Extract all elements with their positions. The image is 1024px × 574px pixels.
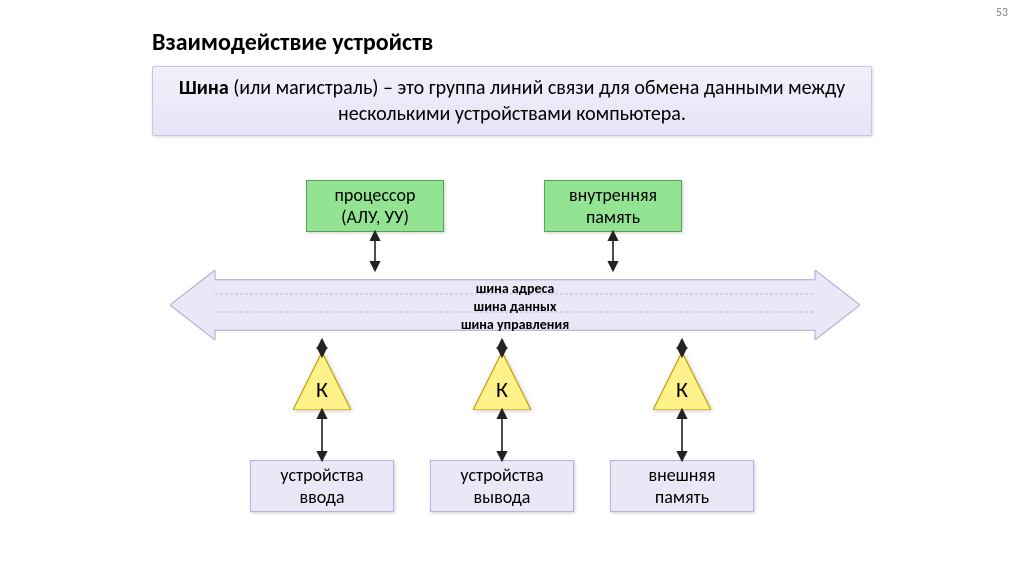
- page-title: Взаимодействие устройств: [152, 28, 433, 57]
- definition-term: Шина: [179, 76, 229, 100]
- node-external-memory: внешняяпамять: [610, 460, 754, 512]
- page-number: 53: [996, 6, 1008, 20]
- definition-rest: (или магистраль) – это группа линий связ…: [229, 76, 845, 126]
- controller-label: К: [473, 376, 531, 403]
- node-input-devices: устройстваввода: [250, 460, 394, 512]
- definition-box: Шина (или магистраль) – это группа линий…: [152, 66, 872, 136]
- bus-label-address: шина адреса: [215, 280, 815, 297]
- node-internal-memory: внутренняяпамять: [544, 180, 682, 232]
- bus-label-data: шина данных: [215, 298, 815, 315]
- controller-triangle-2: К: [653, 352, 711, 410]
- bus-label-control: шина управления: [215, 316, 815, 333]
- controller-label: К: [653, 376, 711, 403]
- controller-triangle-0: К: [293, 352, 351, 410]
- controller-label: К: [293, 376, 351, 403]
- node-output-devices: устройствавывода: [430, 460, 574, 512]
- controller-triangle-1: К: [473, 352, 531, 410]
- node-processor: процессор(АЛУ, УУ): [306, 180, 444, 232]
